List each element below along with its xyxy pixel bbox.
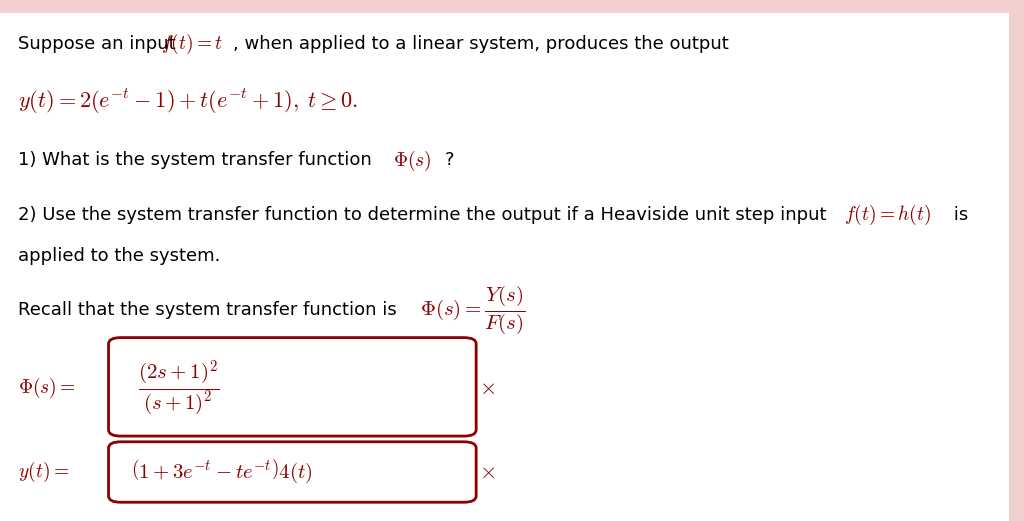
Text: $y(t) = 2(e^{-t} - 1) + t(e^{-t} + 1),\; t \geq 0.$: $y(t) = 2(e^{-t} - 1) + t(e^{-t} + 1),\;… xyxy=(18,87,358,116)
FancyBboxPatch shape xyxy=(109,338,476,436)
Text: $\Phi(s) = \dfrac{Y(s)}{F(s)}$: $\Phi(s) = \dfrac{Y(s)}{F(s)}$ xyxy=(420,283,525,337)
Text: Recall that the system transfer function is: Recall that the system transfer function… xyxy=(18,301,402,319)
FancyBboxPatch shape xyxy=(109,442,476,502)
Text: 2) Use the system transfer function to determine the output if a Heaviside unit : 2) Use the system transfer function to d… xyxy=(18,206,833,224)
Text: $f(t) = t$: $f(t) = t$ xyxy=(161,32,223,56)
FancyBboxPatch shape xyxy=(1009,0,1024,521)
Text: applied to the system.: applied to the system. xyxy=(18,247,221,265)
Text: $\dfrac{(2s+1)^2}{(s+1)^2}$: $\dfrac{(2s+1)^2}{(s+1)^2}$ xyxy=(138,359,220,417)
Text: Suppose an input: Suppose an input xyxy=(18,35,182,53)
Text: $f(t) = h(t)$: $f(t) = h(t)$ xyxy=(844,203,931,227)
Text: $\left(1 + 3e^{-t} - te^{-t}\right)4(t)$: $\left(1 + 3e^{-t} - te^{-t}\right)4(t)$ xyxy=(131,458,313,485)
Text: $y(t) =$: $y(t) =$ xyxy=(18,460,70,483)
FancyBboxPatch shape xyxy=(0,0,1024,13)
Text: 1) What is the system transfer function: 1) What is the system transfer function xyxy=(18,152,378,169)
Text: ?: ? xyxy=(444,152,454,169)
Text: $\mathbf{\times}$: $\mathbf{\times}$ xyxy=(479,462,496,481)
Text: $\Phi(s) =$: $\Phi(s) =$ xyxy=(18,376,76,400)
Text: $\mathbf{\times}$: $\mathbf{\times}$ xyxy=(479,378,496,398)
Text: , when applied to a linear system, produces the output: , when applied to a linear system, produ… xyxy=(233,35,729,53)
Text: is: is xyxy=(948,206,969,224)
Text: $\Phi(s)$: $\Phi(s)$ xyxy=(393,148,432,172)
